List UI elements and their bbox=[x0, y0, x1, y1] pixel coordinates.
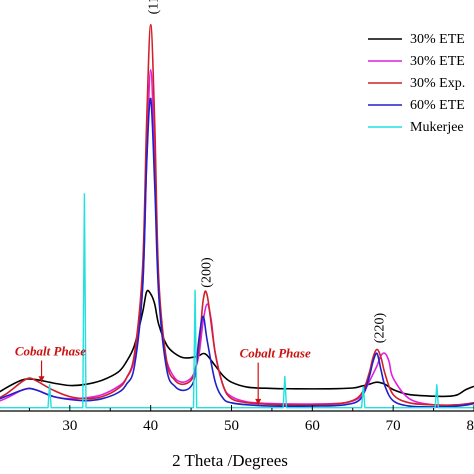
legend-entry-1: 30% ETE bbox=[410, 54, 465, 69]
series-line-3 bbox=[0, 97, 474, 408]
legend-box bbox=[360, 28, 474, 148]
series-layer bbox=[0, 23, 474, 409]
legend-entry-2: 30% Exp. bbox=[410, 76, 465, 91]
annotation-layer: (111) (200) (220) Cobalt Phase Cobalt Phase bbox=[15, 0, 388, 405]
x-tick-label-1: 40 bbox=[143, 418, 158, 434]
peak-label-2: (220) bbox=[373, 313, 388, 344]
phase-arrowhead-4 bbox=[255, 398, 262, 405]
x-tick-label-3: 60 bbox=[305, 418, 320, 434]
x-tick-label-4: 70 bbox=[386, 418, 401, 434]
phase-arrowhead-3 bbox=[38, 376, 45, 383]
x-tick-label-0: 30 bbox=[62, 418, 77, 434]
series-line-2 bbox=[0, 23, 474, 406]
axis-layer: 30 40 50 60 70 80 bbox=[0, 405, 474, 434]
peak-label-0: (111) bbox=[146, 0, 161, 14]
legend-entry-0: 30% ETE bbox=[410, 32, 465, 47]
x-axis-label: 2 Theta /Degrees bbox=[172, 451, 288, 470]
legend-entry-3: 60% ETE bbox=[410, 98, 465, 113]
phase-label-4: Cobalt Phase bbox=[240, 346, 311, 361]
peak-label-1: (200) bbox=[200, 257, 215, 288]
x-tick-label-2: 50 bbox=[224, 418, 239, 434]
series-line-4 bbox=[0, 193, 474, 409]
phase-label-3: Cobalt Phase bbox=[15, 344, 86, 359]
legend: 30% ETE 30% ETE 30% Exp. 60% ETE Mukerjee bbox=[360, 28, 474, 148]
legend-entry-4: Mukerjee bbox=[410, 120, 464, 135]
x-tick-label-5: 80 bbox=[467, 418, 474, 434]
